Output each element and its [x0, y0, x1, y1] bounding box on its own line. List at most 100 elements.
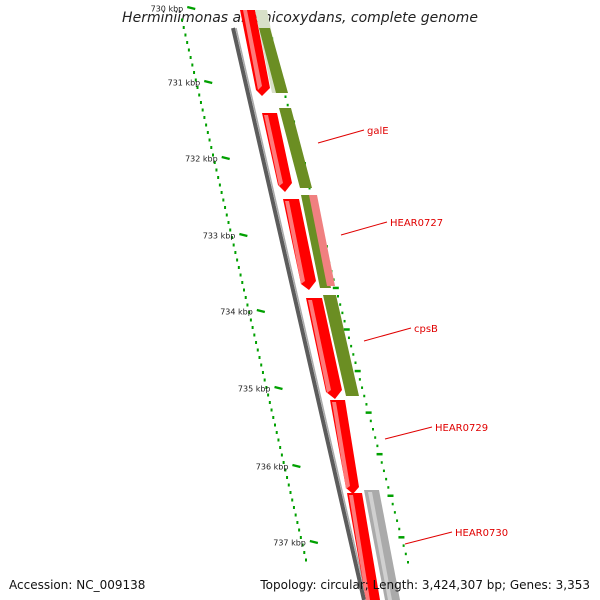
gene-leader-line [384, 426, 433, 440]
scale-dot [275, 431, 278, 434]
outer-dot [350, 344, 353, 348]
scale-dot [303, 551, 306, 554]
scale-dot [222, 198, 225, 202]
scale-tick-label: 733 kbp [203, 232, 236, 241]
scale-tick [239, 232, 248, 238]
scale-dot [258, 356, 261, 359]
scale-dot [186, 41, 189, 44]
scale-tick-label: 730 kbp [151, 5, 184, 14]
scale-tick-label: 732 kbp [185, 155, 218, 164]
scale-dot [199, 101, 202, 104]
scale-dot [225, 213, 228, 217]
scale-dot [260, 363, 263, 367]
gene-label: cpsB [414, 324, 438, 335]
scale-dot [217, 176, 220, 179]
outer-dot [361, 386, 364, 389]
outer-dot [372, 428, 374, 431]
gene-leader-line [317, 129, 365, 144]
outer-dot [347, 336, 350, 340]
map-title: Herminiimonas arsenicoxydans, complete g… [122, 10, 478, 26]
outer-dot [404, 552, 407, 556]
outer-dot [369, 419, 372, 423]
outer-dot [393, 511, 396, 514]
scale-dot [256, 348, 259, 352]
cds-arrow [264, 115, 283, 186]
scale-dot [305, 558, 307, 562]
scale-dot [196, 86, 199, 89]
scale-dot [229, 228, 232, 232]
outer-dot [365, 411, 372, 414]
scale-dot [279, 446, 282, 449]
scale-tick [221, 155, 230, 161]
scale-dot [253, 333, 256, 337]
scale-tick-label: 737 kbp [273, 539, 306, 548]
outer-dot [374, 436, 377, 439]
gene-label: galE [367, 126, 389, 137]
cog-track [255, 10, 400, 600]
gene-label: HEAR0727 [390, 218, 443, 229]
scale-dot [230, 236, 233, 239]
scale-tick-label: 736 kbp [256, 463, 289, 472]
outer-dot [354, 361, 357, 364]
outer-dot [398, 527, 401, 531]
cds-arrow [349, 495, 370, 600]
scale-dotted-track [181, 18, 307, 562]
scale-dot [291, 498, 294, 502]
outer-dot [354, 369, 361, 373]
cog-block [259, 28, 288, 93]
scale-dot [270, 408, 273, 412]
outer-dot [407, 561, 409, 564]
scale-dot [213, 161, 216, 164]
genome-stats-text: Topology: circular; Length: 3,424,307 bp… [260, 578, 590, 592]
outer-dot [286, 103, 289, 107]
cds-arrow [285, 201, 305, 284]
scale-tick [203, 79, 213, 85]
scale-dot [263, 378, 266, 382]
scale-dot [277, 438, 280, 442]
scale-dot [232, 243, 235, 247]
scale-tick [186, 5, 196, 11]
scale-dot [220, 191, 223, 194]
gene-label: HEAR0729 [435, 423, 488, 434]
scale-dot [284, 468, 287, 472]
outer-dot [380, 461, 383, 464]
scale-dot [212, 153, 214, 157]
scale-dot [301, 543, 304, 547]
outer-dot [387, 494, 394, 497]
outer-dot [363, 394, 366, 398]
outer-dot [339, 303, 342, 306]
scale-dot [184, 33, 187, 37]
outer-dot [402, 544, 405, 547]
scale-dot [194, 78, 197, 82]
scale-dot [208, 138, 211, 142]
scale-tick [256, 308, 266, 314]
scale-dot [193, 71, 196, 74]
scale-dot [296, 521, 299, 524]
scale-dot [299, 536, 302, 539]
scale-dot [244, 296, 247, 299]
scale-dot [255, 341, 258, 344]
scale-dot [286, 476, 289, 479]
scale-dot [268, 401, 271, 404]
scale-dot [248, 311, 251, 314]
scale-dot [282, 461, 285, 464]
scale-dot [234, 251, 237, 254]
scale-dot [243, 288, 245, 292]
scale-ticks: 730 kbp 731 kbp 732 kbp 733 kbp 734 kbp 735 k… [151, 5, 319, 548]
scale-dot [287, 483, 290, 487]
scale-dot [206, 131, 209, 134]
backbone [231, 27, 368, 600]
outer-dot [358, 378, 361, 381]
outer-dot [391, 502, 394, 506]
scale-dot [189, 56, 192, 59]
scale-dot [203, 116, 206, 119]
accession-text: Accession: NC_009138 [9, 578, 146, 592]
outer-dot [387, 486, 390, 489]
scale-dot [251, 326, 254, 329]
outer-dot [382, 469, 385, 473]
scale-dot [181, 18, 183, 22]
gene-label: HEAR0730 [455, 528, 508, 539]
outer-dot [352, 353, 355, 356]
